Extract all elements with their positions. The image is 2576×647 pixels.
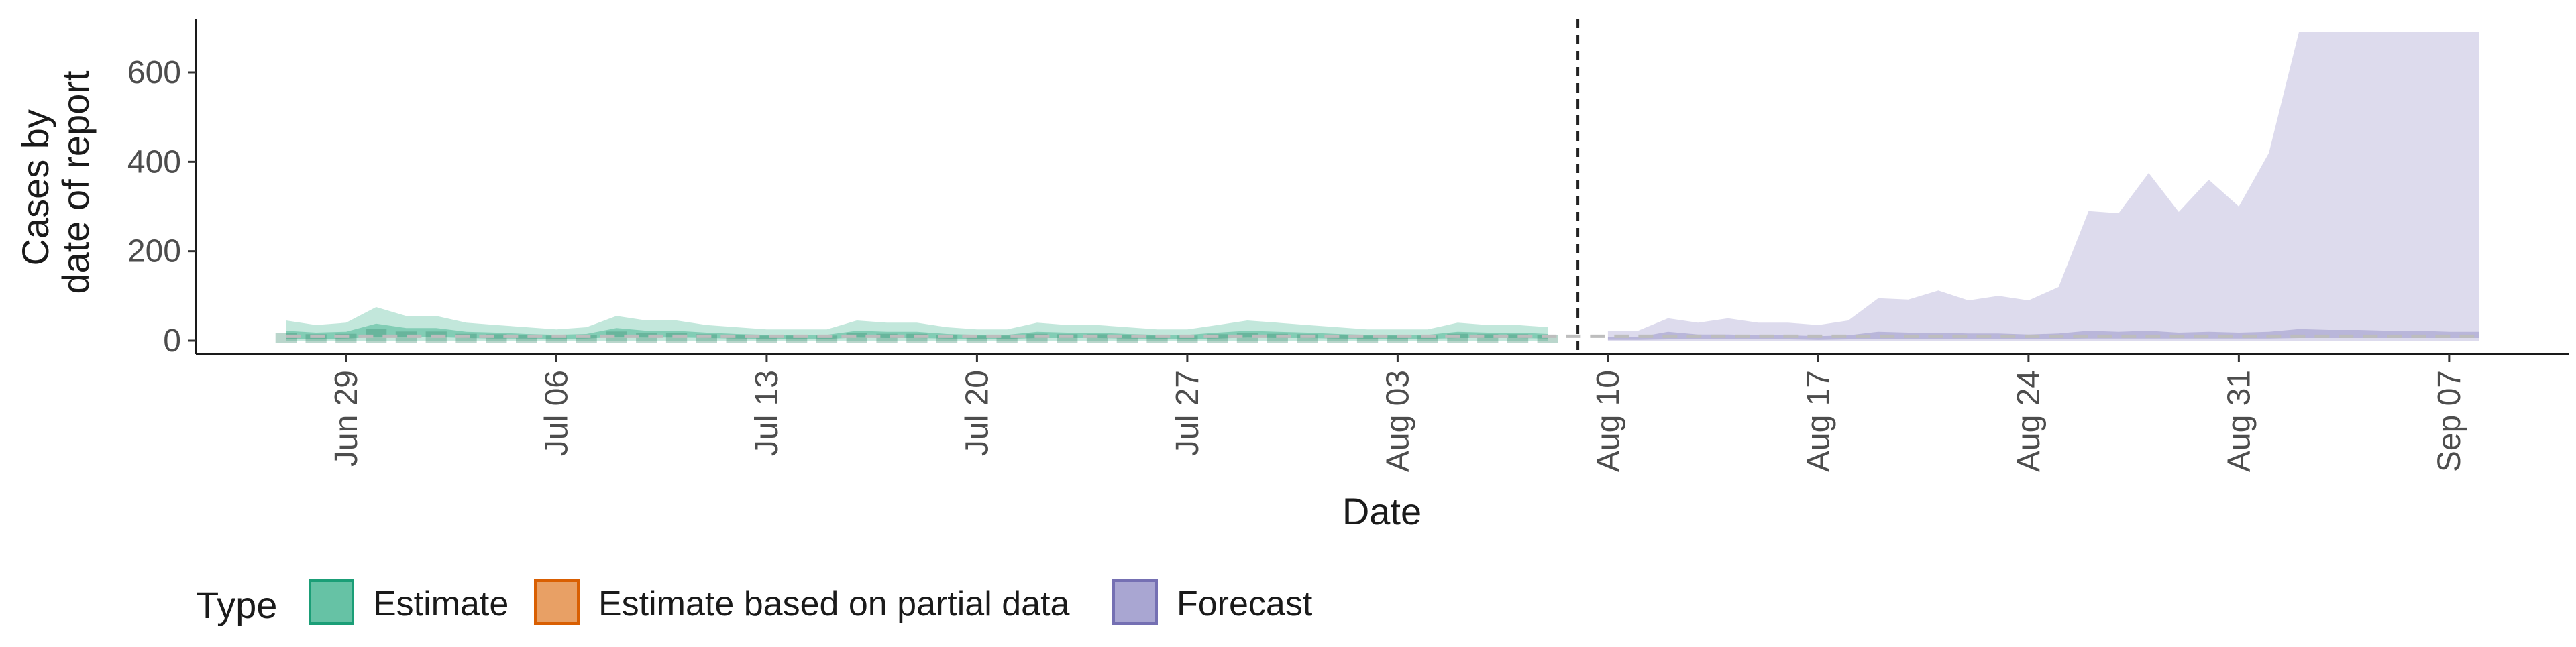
estimate-day-bar (726, 335, 747, 343)
forecast-inner-interval (1607, 329, 2479, 340)
legend-swatch (534, 579, 580, 625)
legend-item-estimate: Estimate (309, 579, 508, 625)
legend-item-forecast: Forecast (1112, 579, 1313, 625)
estimate-day-bar (545, 335, 567, 343)
estimate-day-bar (996, 335, 1018, 343)
x-tick-label: Aug 03 (1380, 370, 1415, 472)
estimate-day-bar (1146, 335, 1168, 343)
estimate-day-bar (576, 335, 597, 343)
estimate-day-bar (1387, 335, 1408, 343)
y-tick-label: 0 (163, 323, 181, 359)
x-tick-label: Jul 06 (539, 370, 574, 456)
estimate-day-bar (606, 331, 627, 343)
legend-swatch (1112, 579, 1158, 625)
legend: Type Estimate Estimate based on partial d… (196, 579, 1313, 626)
estimate-day-bar (936, 335, 958, 343)
y-tick-label: 400 (127, 144, 181, 180)
x-tick-label: Aug 10 (1591, 370, 1626, 472)
estimate-day-bar (1356, 335, 1379, 343)
legend-item-estimate-based-on-partial-data: Estimate based on partial data (534, 579, 1070, 625)
legend-swatch (309, 579, 354, 625)
legend-label: Forecast (1177, 585, 1313, 624)
x-axis-title: Date (1342, 490, 1421, 532)
x-tick-label: Sep 07 (2432, 370, 2467, 472)
plot-area (275, 19, 2479, 354)
x-tick-label: Jul 20 (959, 370, 995, 456)
estimate-day-bar (1537, 335, 1558, 343)
x-tick-label: Aug 31 (2221, 370, 2257, 472)
forecast-outer-interval (1607, 32, 2479, 341)
legend-label: Estimate based on partial data (598, 585, 1070, 624)
y-axis-title: Cases by date of report (14, 70, 97, 294)
estimate-day-bar (1327, 335, 1348, 343)
estimate-day-bar (966, 335, 987, 343)
y-axis-title-line-1: Cases by (14, 109, 56, 266)
y-axis-title-line-2: date of report (54, 70, 97, 294)
estimate-day-bar (516, 335, 537, 343)
estimate-day-bar (1417, 335, 1438, 343)
estimate-day-bar (756, 335, 777, 343)
y-tick-label: 200 (127, 234, 181, 270)
estimate-day-bar (1116, 335, 1138, 343)
x-tick-label: Aug 24 (2011, 370, 2047, 472)
estimate-day-bar (366, 329, 387, 343)
x-tick-label: Jul 13 (749, 370, 785, 456)
estimate-day-bar (786, 335, 808, 343)
forecast-series (1607, 32, 2479, 341)
axes: 0 200 400 600 Jun 29 Jul 06 Jul 13 Jul 20 Jul 27… (127, 19, 2569, 472)
legend-label: Estimate (373, 585, 508, 624)
x-tick-label: Jul 27 (1170, 370, 1205, 456)
x-tick-label: Jun 29 (329, 370, 364, 467)
estimate-day-bar (395, 331, 417, 343)
estimate-day-bar (816, 335, 838, 343)
y-tick-label: 600 (127, 55, 181, 91)
x-tick-label: Aug 17 (1801, 370, 1836, 472)
estimate-day-bar (1177, 335, 1198, 343)
legend-title: Type (196, 584, 277, 626)
